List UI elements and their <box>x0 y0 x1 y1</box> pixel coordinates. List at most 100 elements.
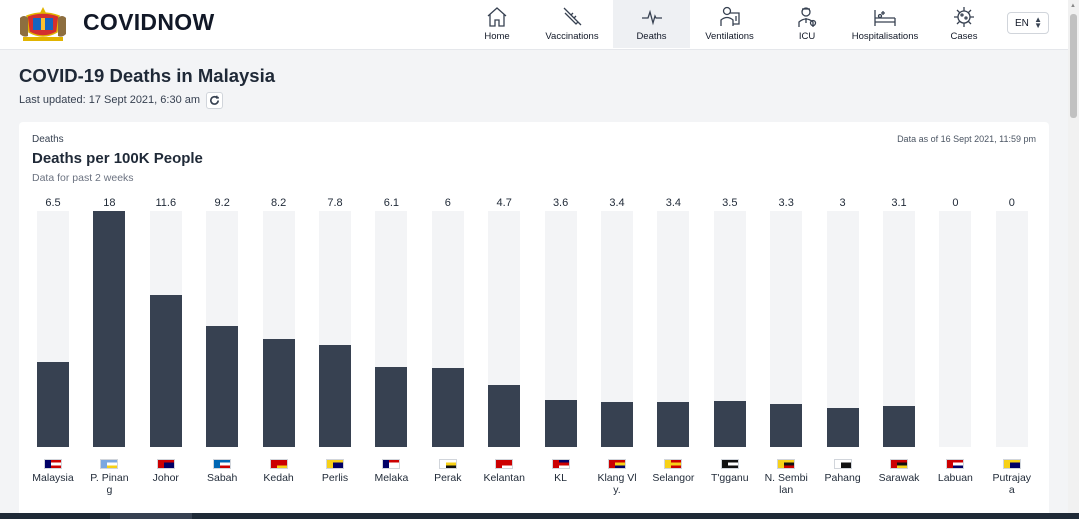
home-icon <box>487 7 507 27</box>
state-name-label: Johor <box>152 472 179 484</box>
nav-cases[interactable]: Cases <box>925 0 1003 48</box>
bar-value-label: 4.7 <box>496 197 512 209</box>
state-flag-icon <box>946 459 965 469</box>
bar-track <box>488 211 521 447</box>
state-name-label: Pahang <box>824 472 861 484</box>
state-flag-icon <box>382 459 401 469</box>
bar-fill <box>657 402 690 447</box>
chart-title: Deaths per 100K People <box>32 150 203 167</box>
bar-value-label: 3.6 <box>552 197 569 209</box>
deaths-chart-card: Deaths Data as of 16 Sept 2021, 11:59 pm… <box>19 122 1049 517</box>
state-flag-icon <box>890 459 908 469</box>
bar-track <box>262 211 295 447</box>
state-flag-icon <box>213 459 232 469</box>
bar-kelantan[interactable]: 4.7 Kelantan <box>476 122 532 517</box>
state-flag-icon <box>156 459 175 469</box>
bar-melaka[interactable]: 6.1 Melaka <box>363 122 419 517</box>
brand-name[interactable]: COVIDNOW <box>83 9 215 35</box>
page-scrollbar[interactable]: ▲ <box>1068 0 1079 519</box>
bar-track <box>93 211 126 447</box>
ventilator-icon <box>719 6 740 26</box>
bottom-taskbar <box>0 513 1079 519</box>
state-flag-icon <box>608 459 626 469</box>
bar-kl[interactable]: 3.6 KL <box>533 122 589 517</box>
bar-value-label: 3.4 <box>665 197 682 209</box>
state-name-label: Sarawak <box>878 472 920 484</box>
state-name-label: Selangor <box>652 472 695 484</box>
syringe-icon <box>563 7 582 26</box>
bar-fill <box>544 400 577 447</box>
bar-t-gganu[interactable]: 3.5 T'gganu <box>702 122 758 517</box>
state-flag-icon <box>777 459 796 469</box>
bar-johor[interactable]: 11.6 Johor <box>138 122 194 517</box>
bar-value-label: 3.5 <box>722 197 738 209</box>
bar-value-label: 6 <box>444 197 451 209</box>
bar-malaysia[interactable]: 6.5 Malaysia <box>25 122 81 517</box>
bar-perak[interactable]: 6 Perak <box>420 122 476 517</box>
bar-sarawak[interactable]: 3.1 Sarawak <box>871 122 927 517</box>
bar-track <box>601 211 633 447</box>
bar-fill <box>488 385 521 447</box>
refresh-button[interactable] <box>206 92 223 109</box>
nav-hospitalisations[interactable]: Hospitalisations <box>845 0 925 48</box>
malaysia-coat-of-arms-logo[interactable] <box>17 4 69 44</box>
nav-vaccinations[interactable]: Vaccinations <box>531 0 613 48</box>
bar-value-label: 3 <box>839 197 846 209</box>
bar-track <box>770 211 803 447</box>
bar-track <box>375 211 408 447</box>
nav-deaths[interactable]: Deaths <box>613 0 690 48</box>
bar-fill <box>37 362 69 447</box>
state-flag-icon <box>833 459 852 469</box>
scroll-up-icon[interactable]: ▲ <box>1070 3 1076 9</box>
state-name-label: Putrajay a <box>992 472 1032 496</box>
bar-fill <box>883 406 915 447</box>
bar-perlis[interactable]: 7.8 Perlis <box>307 122 363 517</box>
nav-ventilations[interactable]: Ventilations <box>690 0 769 48</box>
bar-labuan[interactable]: 0 Labuan <box>927 122 983 517</box>
bar-n-sembilan[interactable]: 3.3 N. Sembi lan <box>758 122 814 517</box>
scroll-thumb[interactable] <box>1070 14 1077 118</box>
nav-icu[interactable]: ICU <box>769 0 845 48</box>
main-nav: Home Vaccinations Deaths Ventilations IC… <box>463 0 1003 50</box>
nav-label: Deaths <box>636 31 667 42</box>
bar-selangor[interactable]: 3.4 Selangor <box>645 122 701 517</box>
bar-value-label: 0 <box>1008 197 1015 209</box>
nav-home[interactable]: Home <box>463 0 531 48</box>
state-name-label: Malaysia <box>32 472 74 484</box>
bar-track <box>319 211 351 447</box>
state-name-label: Sabah <box>207 472 238 484</box>
bar-track <box>713 211 746 447</box>
top-header: COVIDNOW Home Vaccinations Deaths Ventil… <box>0 0 1068 50</box>
bar-kedah[interactable]: 8.2 Kedah <box>251 122 307 517</box>
bar-track <box>657 211 690 447</box>
bar-klang-valley[interactable]: 3.4 Klang Vl y. <box>589 122 645 517</box>
bar-fill <box>149 295 182 447</box>
bar-putrajaya[interactable]: 0 Putrajay a <box>984 122 1040 517</box>
state-flag-icon <box>326 459 344 469</box>
bar-pahang[interactable]: 3 Pahang <box>815 122 871 517</box>
bar-fill <box>431 368 464 447</box>
bar-p-pinang[interactable]: 18 P. Pinan g <box>81 122 137 517</box>
bar-fill <box>826 408 859 447</box>
bar-track <box>939 211 972 447</box>
nav-label: Cases <box>950 31 978 42</box>
bar-chart: 6.5 Malaysia 18 P. Pinan g 11.6 Johor 9.2 Sabah… <box>19 122 1049 517</box>
bar-fill <box>375 367 408 447</box>
language-select[interactable]: EN ▲ ▼ <box>1007 12 1049 34</box>
bar-track <box>995 211 1028 447</box>
language-value: EN <box>1015 17 1029 29</box>
state-name-label: T'gganu <box>710 472 749 484</box>
bar-fill <box>262 339 295 447</box>
bar-sabah[interactable]: 9.2 Sabah <box>194 122 250 517</box>
chart-subtitle: Data for past 2 weeks <box>32 172 134 184</box>
state-name-label: KL <box>554 472 568 484</box>
state-name-label: Kelantan <box>483 472 525 484</box>
data-as-of: Data as of 16 Sept 2021, 11:59 pm <box>897 134 1036 144</box>
taskbar-segment <box>110 513 192 519</box>
bar-fill <box>93 211 126 447</box>
bar-fill <box>713 401 746 447</box>
state-name-label: P. Pinan g <box>90 472 129 496</box>
state-flag-icon <box>100 459 119 469</box>
state-flag-icon <box>44 459 62 469</box>
bar-fill <box>206 326 239 447</box>
